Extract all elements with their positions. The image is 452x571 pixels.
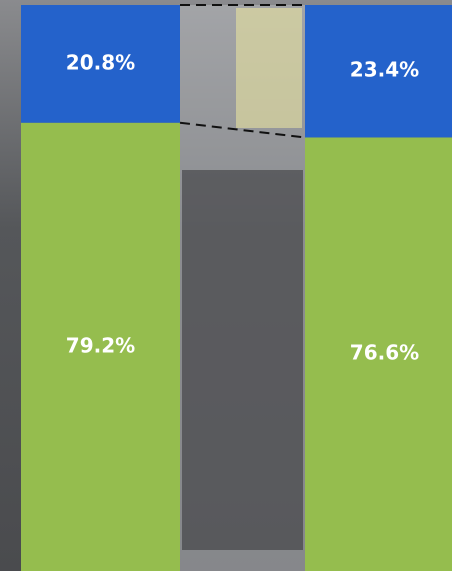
page: 79.2%20.8%76.6%23.4% (() => { const data… — [0, 0, 452, 571]
value-label: 79.2% — [66, 333, 135, 357]
product-tub — [182, 170, 303, 550]
value-label: 20.8% — [66, 50, 135, 74]
value-label: 76.6% — [350, 341, 419, 365]
value-label: 23.4% — [350, 58, 419, 82]
price-tag — [236, 8, 302, 128]
chart: 79.2% 20.8% 76.6% 23.4% — [0, 0, 452, 571]
